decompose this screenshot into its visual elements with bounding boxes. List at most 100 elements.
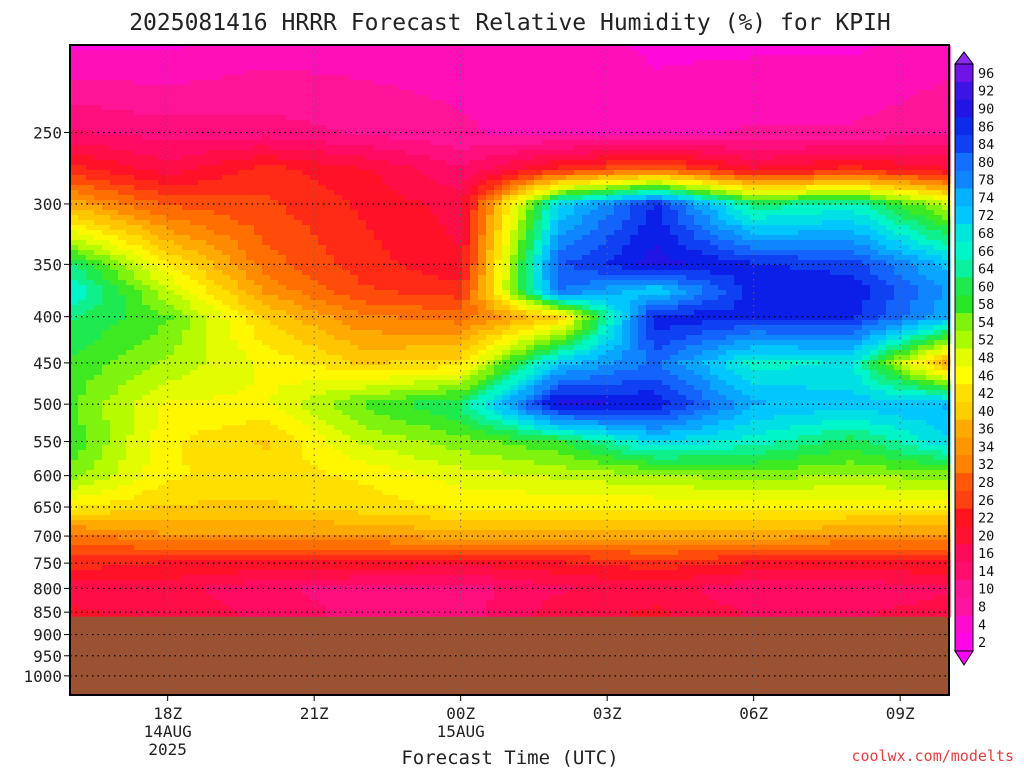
heatmap-cell <box>438 150 447 156</box>
heatmap-cell <box>246 105 255 111</box>
heatmap-cell <box>222 100 231 106</box>
heatmap-cell <box>510 145 519 151</box>
heatmap-cell <box>654 185 663 191</box>
heatmap-cell <box>902 90 911 96</box>
heatmap-cell <box>646 120 655 126</box>
heatmap-cell <box>182 175 191 181</box>
heatmap-cell <box>222 240 231 246</box>
heatmap-cell <box>590 135 599 141</box>
heatmap-cell <box>318 170 327 176</box>
heatmap-cell <box>286 85 295 91</box>
heatmap-cell <box>550 65 559 71</box>
heatmap-cell <box>414 235 423 241</box>
heatmap-cell <box>574 190 583 196</box>
heatmap-cell <box>318 230 327 236</box>
heatmap-cell <box>142 270 151 276</box>
heatmap-cell <box>222 215 231 221</box>
heatmap-cell <box>590 125 599 131</box>
heatmap-cell <box>902 150 911 156</box>
heatmap-cell <box>254 145 263 151</box>
heatmap-cell <box>302 260 311 266</box>
heatmap-cell <box>854 235 863 241</box>
heatmap-cell <box>558 100 567 106</box>
heatmap-cell <box>430 100 439 106</box>
heatmap-cell <box>534 230 543 236</box>
heatmap-cell <box>382 180 391 186</box>
heatmap-cell <box>102 245 111 251</box>
heatmap-cell <box>198 60 207 66</box>
heatmap-cell <box>358 75 367 81</box>
heatmap-cell <box>494 80 503 86</box>
heatmap-cell <box>566 155 575 161</box>
heatmap-cell <box>614 225 623 231</box>
heatmap-cell <box>646 65 655 71</box>
heatmap-cell <box>406 170 415 176</box>
heatmap-cell <box>606 175 615 181</box>
heatmap-cell <box>606 260 615 266</box>
heatmap-cell <box>262 150 271 156</box>
heatmap-cell <box>326 210 335 216</box>
heatmap-cell <box>118 55 127 61</box>
heatmap-cell <box>214 80 223 86</box>
heatmap-cell <box>606 80 615 86</box>
heatmap-cell <box>342 200 351 206</box>
heatmap-cell <box>822 210 831 216</box>
heatmap-cell <box>662 235 671 241</box>
heatmap-cell <box>214 200 223 206</box>
heatmap-cell <box>222 75 231 81</box>
heatmap-cell <box>86 135 95 141</box>
heatmap-cell <box>494 120 503 126</box>
heatmap-cell <box>654 165 663 171</box>
heatmap-cell <box>278 60 287 66</box>
heatmap-cell <box>230 260 239 266</box>
heatmap-cell <box>662 70 671 76</box>
heatmap-cell <box>174 75 183 81</box>
heatmap-cell <box>150 140 159 146</box>
heatmap-cell <box>838 105 847 111</box>
heatmap-cell <box>262 50 271 56</box>
heatmap-cell <box>446 190 455 196</box>
heatmap-cell <box>638 250 647 256</box>
heatmap-cell <box>110 165 119 171</box>
heatmap-cell <box>278 265 287 271</box>
heatmap-cell <box>542 150 551 156</box>
heatmap-cell <box>86 115 95 121</box>
heatmap-cell <box>806 155 815 161</box>
heatmap-cell <box>622 245 631 251</box>
heatmap-cell <box>734 70 743 76</box>
heatmap-cell <box>630 240 639 246</box>
heatmap-cell <box>102 230 111 236</box>
heatmap-cell <box>94 95 103 101</box>
heatmap-cell <box>70 150 79 156</box>
heatmap-cell <box>374 245 383 251</box>
heatmap-cell <box>134 175 143 181</box>
heatmap-cell <box>566 80 575 86</box>
heatmap-cell <box>566 95 575 101</box>
heatmap-cell <box>270 125 279 131</box>
heatmap-cell <box>478 235 487 241</box>
heatmap-cell <box>774 210 783 216</box>
heatmap-cell <box>670 230 679 236</box>
heatmap-cell <box>734 75 743 81</box>
heatmap-cell <box>822 75 831 81</box>
heatmap-cell <box>678 210 687 216</box>
heatmap-cell <box>806 50 815 56</box>
heatmap-cell <box>462 55 471 61</box>
heatmap-cell <box>718 240 727 246</box>
heatmap-cell <box>854 85 863 91</box>
heatmap-cell <box>94 50 103 56</box>
heatmap-cell <box>814 220 823 226</box>
heatmap-cell <box>614 150 623 156</box>
heatmap-cell <box>718 65 727 71</box>
heatmap-cell <box>390 80 399 86</box>
heatmap-cell <box>190 50 199 56</box>
heatmap-cell <box>406 225 415 231</box>
heatmap-cell <box>206 135 215 141</box>
heatmap-cell <box>350 125 359 131</box>
heatmap-cell <box>262 95 271 101</box>
heatmap-cell <box>702 80 711 86</box>
heatmap-cell <box>870 125 879 131</box>
heatmap-cell <box>478 90 487 96</box>
heatmap-cell <box>390 265 399 271</box>
heatmap-cell <box>142 190 151 196</box>
